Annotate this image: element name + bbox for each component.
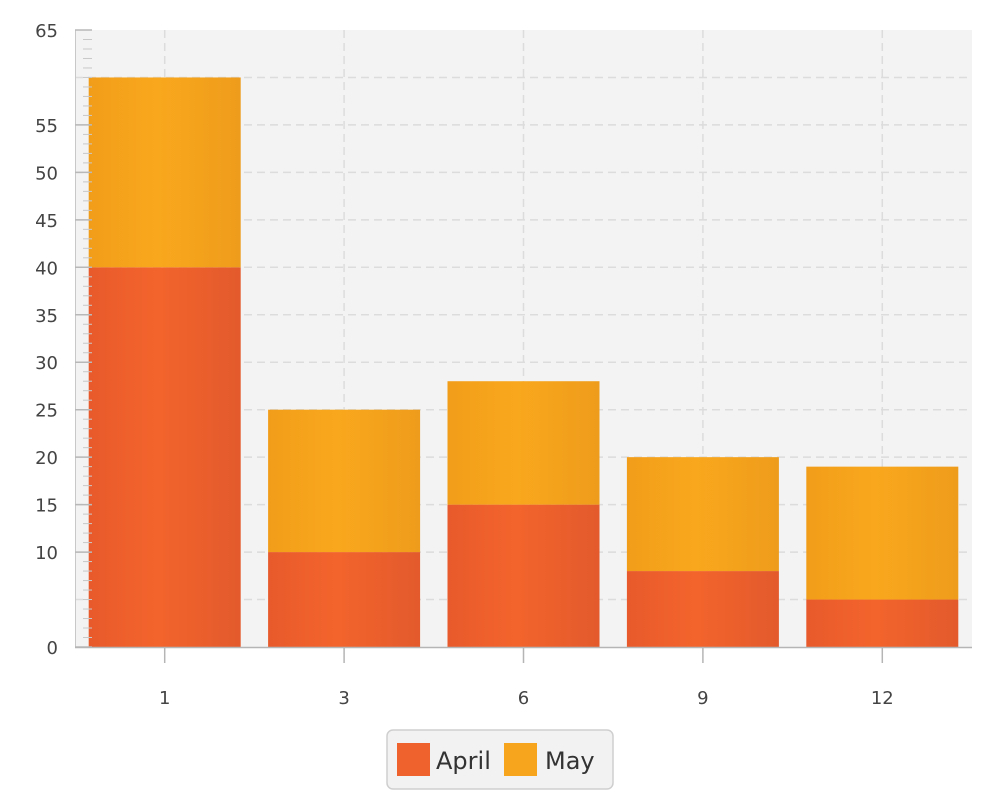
bar-april-3 (268, 552, 421, 647)
bars (88, 77, 959, 647)
bar-april-1 (88, 267, 241, 647)
x-tick-label: 3 (338, 688, 349, 709)
y-tick-label: 45 (35, 211, 58, 232)
legend-box (386, 729, 614, 790)
axes: 0 10 15 20 25 30 35 40 45 50 55 65 1 3 6 9 12 (35, 21, 972, 709)
bar-april-12 (806, 599, 959, 647)
legend-swatch-april (397, 743, 430, 776)
bar-may-1 (88, 77, 241, 268)
bar-may-9 (626, 457, 779, 572)
y-tick-label: 0 (47, 638, 58, 659)
legend: April May (386, 729, 614, 790)
legend-swatch-may (504, 743, 537, 776)
x-tick-label: 6 (518, 688, 529, 709)
bar-may-12 (806, 466, 959, 600)
y-tick-label: 35 (35, 306, 58, 327)
x-tick-label: 1 (159, 688, 170, 709)
y-tick-label: 40 (35, 258, 58, 279)
bar-may-3 (268, 409, 421, 553)
bar-april-6 (447, 504, 600, 647)
y-tick-label: 25 (35, 401, 58, 422)
y-tick-label: 65 (35, 21, 58, 42)
bar-april-9 (626, 571, 779, 647)
x-tick-label: 12 (871, 688, 894, 709)
legend-label-may: May (545, 747, 595, 775)
y-tick-label: 10 (35, 543, 58, 564)
x-tick-label: 9 (697, 688, 708, 709)
bar-may-6 (447, 381, 600, 505)
y-tick-label: 15 (35, 496, 58, 517)
y-tick-label: 20 (35, 448, 58, 469)
legend-label-april: April (436, 747, 491, 775)
y-tick-label: 55 (35, 116, 58, 137)
y-tick-label: 30 (35, 353, 58, 374)
y-tick-label: 50 (35, 163, 58, 184)
